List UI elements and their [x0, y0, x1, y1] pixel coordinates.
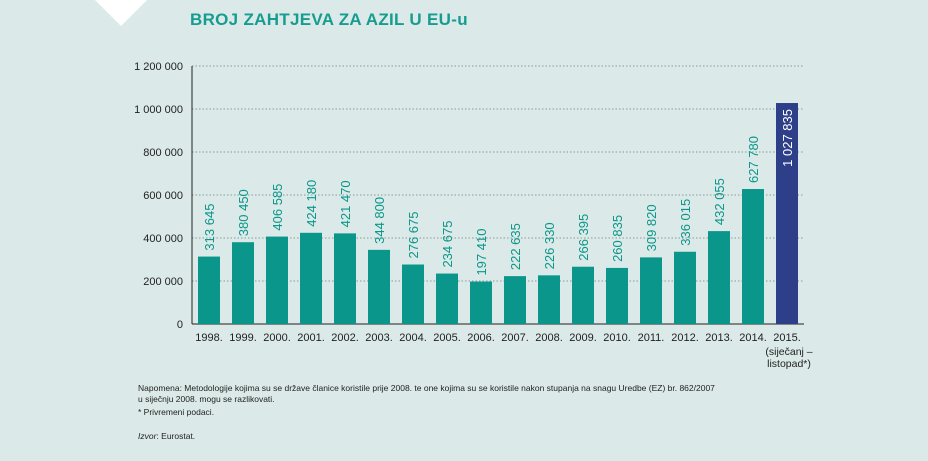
bar	[334, 233, 356, 324]
data-label: 276 675	[406, 212, 421, 259]
x-tick-label: 1999.	[229, 332, 257, 344]
x-tick-label: 2007.	[501, 332, 529, 344]
bar	[504, 276, 526, 324]
y-tick-label: 1 200 000	[134, 61, 183, 73]
x-tick-label: 1998.	[195, 332, 223, 344]
x-tick-label: 2006.	[467, 332, 495, 344]
x-tick-label: 2014.	[739, 332, 767, 344]
y-tick-label: 0	[177, 319, 183, 331]
x-tick-label: 2010.	[603, 332, 631, 344]
x-tick-label: 2015.	[773, 332, 801, 344]
data-label: 380 450	[236, 189, 251, 236]
data-label: 222 635	[508, 223, 523, 270]
x-tick-label: 2004.	[399, 332, 427, 344]
data-label: 424 180	[304, 180, 319, 227]
data-label: 234 675	[440, 221, 455, 268]
corner-triangle-decoration	[95, 0, 147, 26]
data-label: 627 780	[746, 136, 761, 183]
data-label: 336 015	[678, 199, 693, 246]
bar	[402, 264, 424, 324]
y-tick-label: 400 000	[143, 233, 183, 245]
x-tick-label: 2000.	[263, 332, 291, 344]
x-tick-label: 2009.	[569, 332, 597, 344]
data-label: 266 395	[576, 214, 591, 261]
bar	[436, 273, 458, 324]
data-label: 1 027 835	[780, 109, 795, 167]
y-tick-label: 200 000	[143, 276, 183, 288]
y-tick-label: 600 000	[143, 190, 183, 202]
bar	[300, 232, 322, 324]
bar	[368, 249, 390, 324]
data-label: 197 410	[474, 229, 489, 276]
note-line-2: u siječnju 2008. mogu se razlikovati.	[138, 394, 275, 404]
note-line-1: Napomena: Metodologije kojima su se drža…	[138, 383, 715, 393]
x-tick-label: 2008.	[535, 332, 563, 344]
y-tick-label: 800 000	[143, 147, 183, 159]
y-tick-label: 1 000 000	[134, 104, 183, 116]
data-label: 421 470	[338, 180, 353, 227]
x-tick-label: 2001.	[297, 332, 325, 344]
bar	[198, 256, 220, 324]
data-label: 313 645	[202, 204, 217, 251]
bar	[674, 251, 696, 324]
data-label: 432 055	[712, 178, 727, 225]
x-tick-label: 2005.	[433, 332, 461, 344]
note-provisional: * Privremeni podaci.	[138, 407, 215, 417]
data-label: 406 585	[270, 184, 285, 231]
x-tick-label: 2013.	[705, 332, 733, 344]
x-tick-label: 2002.	[331, 332, 359, 344]
x-tick-label: 2011.	[638, 332, 665, 344]
bar	[470, 281, 492, 324]
bar-chart: 0 200 000 400 000 600 000 800 000 1 000 000 1 …	[134, 61, 813, 370]
bar	[232, 242, 254, 324]
chart-title: BROJ ZAHTJEVA ZA AZIL U EU-u	[190, 10, 468, 29]
data-label: 226 330	[542, 222, 557, 269]
x-tick-label: 2003.	[365, 332, 393, 344]
data-label: 344 800	[372, 197, 387, 244]
x-tick-label: 2012.	[671, 332, 699, 344]
bar	[640, 257, 662, 324]
source-value: : Eurostat.	[156, 431, 196, 441]
bar	[606, 267, 628, 324]
bar	[776, 103, 798, 324]
data-label: 260 835	[610, 215, 625, 262]
x-tick-sublabel: listopad*)	[767, 358, 811, 370]
bar	[572, 266, 594, 324]
source-label: Izvor	[138, 431, 157, 441]
bar	[742, 189, 764, 324]
bar	[266, 236, 288, 324]
source-note: Izvor: Eurostat.	[138, 431, 195, 442]
bar	[538, 275, 560, 324]
data-label: 309 820	[644, 204, 659, 251]
bar	[708, 231, 730, 324]
x-tick-sublabel: (siječanj –	[765, 346, 812, 358]
